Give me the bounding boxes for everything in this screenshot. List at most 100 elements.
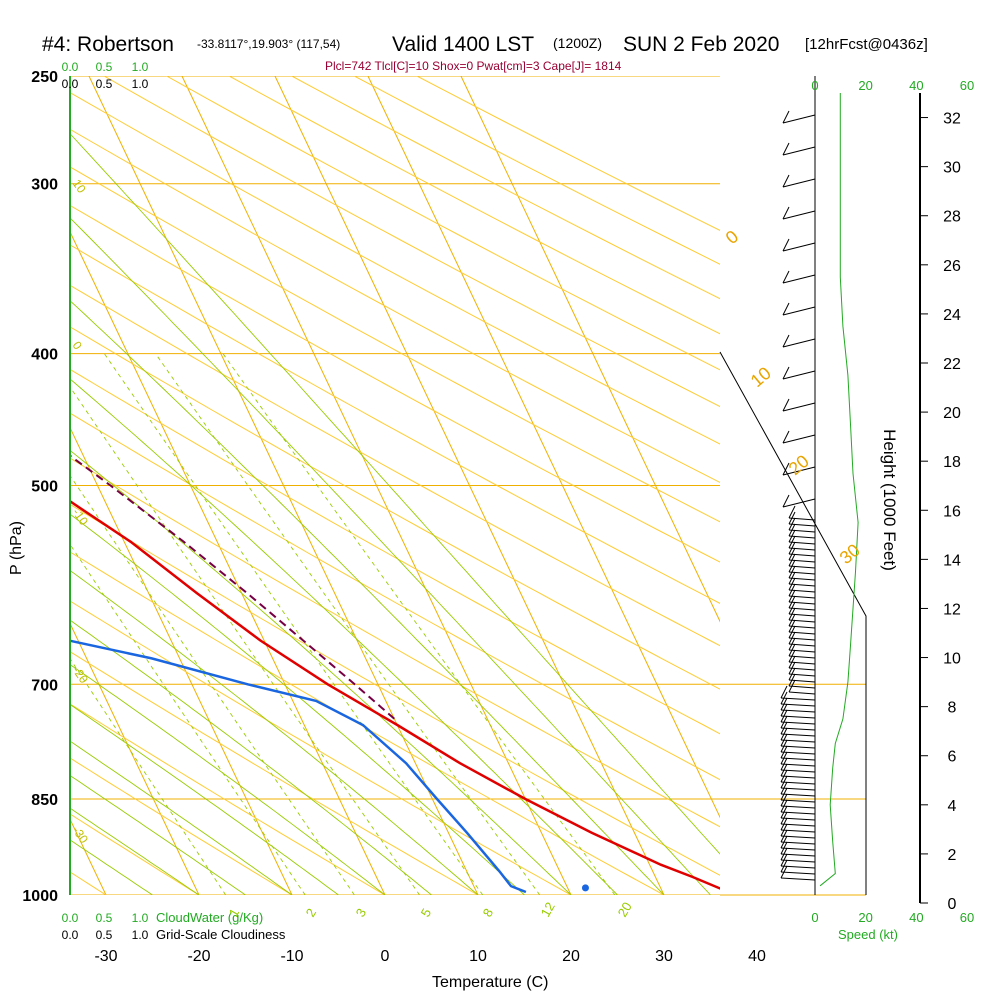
wind-barb xyxy=(788,667,816,683)
height-tick-label: 0 xyxy=(948,896,957,913)
wind-barb-flag xyxy=(782,494,790,508)
wind-barb-flag xyxy=(782,430,790,444)
wind-barb-staff xyxy=(788,649,816,653)
height-tick-label: 26 xyxy=(943,258,961,275)
isotherm-line xyxy=(274,76,665,895)
wind-barb-flag xyxy=(788,619,796,633)
isotherm-left-label: 10 xyxy=(70,177,89,196)
mixing-ratio-label: 2 xyxy=(303,906,320,920)
wind-barb xyxy=(782,238,816,252)
pressure-tick-label: 400 xyxy=(31,347,58,364)
wind-barb-flag xyxy=(788,649,796,663)
isotherm-lines xyxy=(0,76,720,895)
wind-barb xyxy=(788,619,816,635)
speed-tick-bottom: 0 xyxy=(811,910,818,925)
wind-barb xyxy=(788,601,816,617)
cloud-top-tick: 0.5 xyxy=(96,77,113,91)
cloud-bottom-tick-green: 0.0 xyxy=(62,911,79,925)
dry-adiabat-line xyxy=(70,651,479,895)
cloud-bottom-tick: 0.5 xyxy=(96,928,113,942)
isobar-lines xyxy=(70,76,720,895)
wind-barb-flag xyxy=(782,206,790,220)
wind-barb-flag xyxy=(782,366,790,380)
wind-barb-flag xyxy=(788,589,796,603)
dry-adiabat-line xyxy=(70,368,720,735)
wind-barb-staff xyxy=(782,114,816,124)
wind-barb-flag xyxy=(788,673,796,687)
cloud-top-tick: 0.0 xyxy=(62,77,79,91)
dry-adiabat-line xyxy=(70,600,572,895)
cloud-bottom-tick: 0.0 xyxy=(62,928,79,942)
speed-tick-top: 0 xyxy=(811,78,818,93)
speed-tick-bottom: 60 xyxy=(960,910,974,925)
wind-barb-staff xyxy=(788,673,816,677)
wind-barb-flag xyxy=(788,571,796,585)
dry-adiabat-line xyxy=(70,703,386,895)
wind-barb-flag xyxy=(780,811,788,825)
isotherm-line xyxy=(460,76,720,623)
pressure-tick-label: 250 xyxy=(31,69,58,86)
isotherm-line xyxy=(70,622,200,895)
dry-adiabat-line xyxy=(70,813,200,895)
wind-barb-flag xyxy=(788,601,796,615)
height-tick-label: 14 xyxy=(943,552,961,569)
wind-barb xyxy=(782,142,816,156)
temperature-tick-label: -30 xyxy=(94,948,117,965)
temperature-tick-label: 0 xyxy=(381,948,390,965)
wind-barb xyxy=(782,110,816,124)
wind-barb-flag xyxy=(788,565,796,579)
wind-barb-staff xyxy=(788,601,816,605)
wind-barb xyxy=(788,553,816,569)
wind-barb-flag xyxy=(788,631,796,645)
isotherm-line xyxy=(367,76,720,819)
cloud-bottom-tick-green: 1.0 xyxy=(132,911,149,925)
wind-barb-flag xyxy=(782,238,790,252)
header: #4: Robertson -33.8117°,19.903° (117,54)… xyxy=(42,33,928,73)
wind-barb-flag xyxy=(780,757,788,771)
dry-adiabat-line xyxy=(70,412,720,781)
wind-barb xyxy=(788,625,816,641)
wind-barb-flag xyxy=(780,847,788,861)
moist-adiabat-line xyxy=(70,703,339,895)
wind-barb xyxy=(788,541,816,557)
wind-barb xyxy=(788,607,816,623)
wind-barb-staff xyxy=(788,691,816,695)
cloud-top-tick: 1.0 xyxy=(132,77,149,91)
wind-barb xyxy=(788,661,816,677)
wind-barb-flag xyxy=(788,547,796,561)
surface-dewpoint-marker xyxy=(581,884,589,892)
dry-adiabat-line xyxy=(70,457,720,828)
wind-barb-flag xyxy=(788,517,796,531)
moist-adiabat-line xyxy=(70,449,572,895)
moist-adiabat-line xyxy=(70,663,386,895)
isotherm-line xyxy=(0,76,13,895)
wind-barb-staff xyxy=(782,274,816,284)
wind-barb-flag xyxy=(788,661,796,675)
dry-adiabat-line xyxy=(70,284,720,647)
dry-adiabat-line xyxy=(103,76,720,408)
wind-barb xyxy=(788,649,816,665)
sounding-params: Plcl=742 Tlcl[C]=10 Shox=0 Pwat[cm]=3 Ca… xyxy=(325,59,622,73)
temperature-tick-label: 10 xyxy=(469,948,487,965)
isotherm-line xyxy=(70,230,386,895)
cloud-top-tick-green: 1.0 xyxy=(132,60,149,74)
wind-barb-staff xyxy=(788,583,816,587)
wind-barb-staff xyxy=(788,637,816,641)
wind-barb-staff xyxy=(782,178,816,188)
wind-barb xyxy=(782,270,816,284)
wind-barb xyxy=(788,679,816,695)
valid-time: Valid 1400 LST xyxy=(392,33,534,56)
mixing-ratio-line xyxy=(70,657,227,895)
mixing-ratio-label: 3 xyxy=(353,906,370,920)
wind-barb-staff xyxy=(780,871,816,875)
wind-barb xyxy=(788,637,816,653)
cloud-bottom-tick-green: 0.5 xyxy=(96,911,113,925)
pressure-tick-label: 700 xyxy=(31,677,58,694)
wind-barb-flag xyxy=(780,781,788,795)
dry-adiabat-line xyxy=(228,76,720,335)
wind-barb xyxy=(788,505,816,521)
height-axis-label: Height (1000 Feet) xyxy=(880,429,899,571)
moist-adiabat-line xyxy=(70,513,525,895)
temperature-tick-label: -10 xyxy=(280,948,303,965)
wind-barb-flag xyxy=(788,625,796,639)
